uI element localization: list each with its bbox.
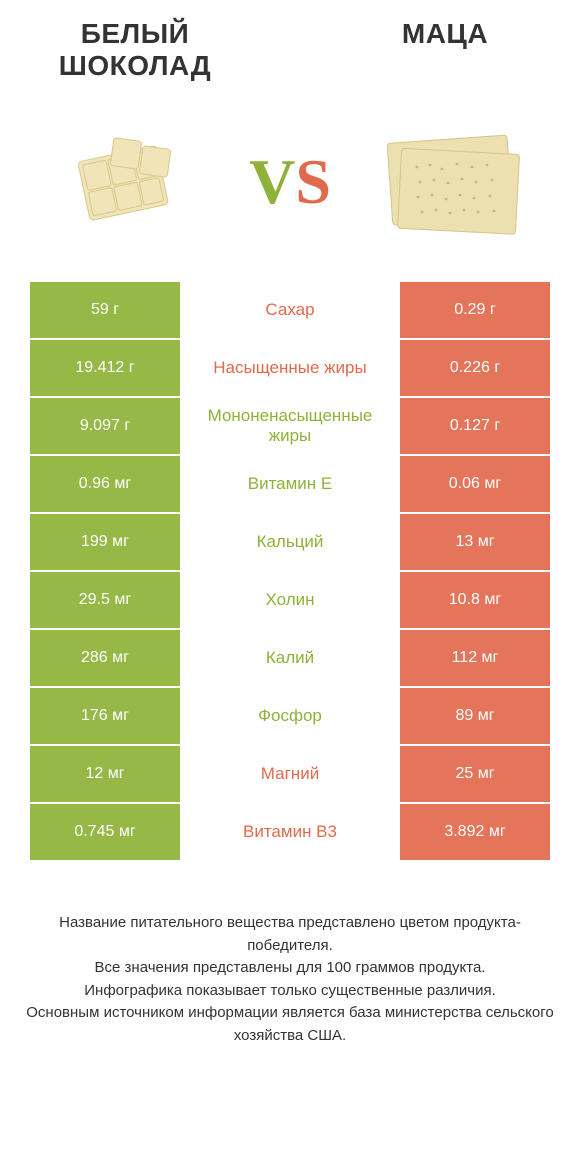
- table-row: 199 мгКальций13 мг: [30, 514, 550, 572]
- cell-left-value: 176 мг: [30, 688, 180, 744]
- table-row: 59 гСахар0.29 г: [30, 282, 550, 340]
- cell-nutrient-label: Магний: [180, 746, 400, 802]
- cell-nutrient-label: Витамин E: [180, 456, 400, 512]
- cell-nutrient-label: Холин: [180, 572, 400, 628]
- cell-left-value: 286 мг: [30, 630, 180, 686]
- matzo-icon: [372, 117, 532, 247]
- vs-label: VS: [249, 145, 331, 219]
- cell-left-value: 12 мг: [30, 746, 180, 802]
- table-row: 29.5 мгХолин10.8 мг: [30, 572, 550, 630]
- vs-v: V: [249, 146, 295, 217]
- cell-right-value: 0.226 г: [400, 340, 550, 396]
- footer-line-1: Название питательного вещества представл…: [26, 912, 554, 957]
- table-row: 0.745 мгВитамин B33.892 мг: [30, 804, 550, 862]
- cell-right-value: 89 мг: [400, 688, 550, 744]
- product-left-title: БЕЛЫЙ ШОКОЛАД: [30, 18, 240, 82]
- table-row: 12 мгМагний25 мг: [30, 746, 550, 804]
- footer-line-4: Основным источником информации является …: [26, 1002, 554, 1047]
- product-right-image: [367, 112, 537, 252]
- cell-left-value: 19.412 г: [30, 340, 180, 396]
- cell-nutrient-label: Фосфор: [180, 688, 400, 744]
- cell-right-value: 13 мг: [400, 514, 550, 570]
- cell-left-value: 0.96 мг: [30, 456, 180, 512]
- header: БЕЛЫЙ ШОКОЛАД МАЦА: [0, 0, 580, 92]
- table-row: 286 мгКалий112 мг: [30, 630, 550, 688]
- footer-line-3: Инфографика показывает только существенн…: [26, 980, 554, 1003]
- table-row: 19.412 гНасыщенные жиры0.226 г: [30, 340, 550, 398]
- cell-nutrient-label: Мононенасыщенные жиры: [180, 398, 400, 454]
- cell-nutrient-label: Насыщенные жиры: [180, 340, 400, 396]
- footer-notes: Название питательного вещества представл…: [0, 862, 580, 1047]
- cell-left-value: 29.5 мг: [30, 572, 180, 628]
- cell-right-value: 10.8 мг: [400, 572, 550, 628]
- cell-right-value: 0.29 г: [400, 282, 550, 338]
- white-chocolate-icon: [53, 122, 203, 242]
- cell-right-value: 25 мг: [400, 746, 550, 802]
- cell-left-value: 0.745 мг: [30, 804, 180, 860]
- cell-left-value: 199 мг: [30, 514, 180, 570]
- table-row: 9.097 гМононенасыщенные жиры0.127 г: [30, 398, 550, 456]
- cell-right-value: 112 мг: [400, 630, 550, 686]
- vs-s: S: [295, 146, 331, 217]
- cell-right-value: 0.127 г: [400, 398, 550, 454]
- cell-nutrient-label: Витамин B3: [180, 804, 400, 860]
- images-row: VS: [0, 92, 580, 282]
- table-row: 0.96 мгВитамин E0.06 мг: [30, 456, 550, 514]
- product-left-image: [43, 112, 213, 252]
- cell-left-value: 59 г: [30, 282, 180, 338]
- cell-nutrient-label: Кальций: [180, 514, 400, 570]
- table-row: 176 мгФосфор89 мг: [30, 688, 550, 746]
- cell-nutrient-label: Сахар: [180, 282, 400, 338]
- cell-right-value: 3.892 мг: [400, 804, 550, 860]
- comparison-table: 59 гСахар0.29 г19.412 гНасыщенные жиры0.…: [0, 282, 580, 862]
- cell-left-value: 9.097 г: [30, 398, 180, 454]
- cell-nutrient-label: Калий: [180, 630, 400, 686]
- cell-right-value: 0.06 мг: [400, 456, 550, 512]
- product-right-title: МАЦА: [340, 18, 550, 50]
- footer-line-2: Все значения представлены для 100 граммо…: [26, 957, 554, 980]
